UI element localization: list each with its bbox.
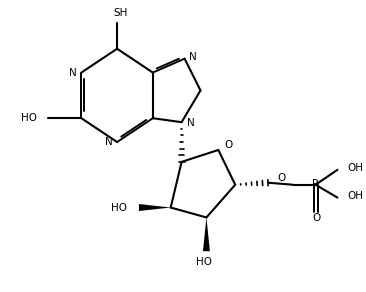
Text: O: O [277,173,285,183]
Text: P: P [313,179,319,189]
Text: N: N [187,118,194,128]
Text: O: O [224,140,232,150]
Text: O: O [313,213,321,223]
Text: HO: HO [21,113,37,123]
Text: N: N [68,67,76,78]
Text: HO: HO [197,257,212,267]
Text: OH: OH [347,191,363,201]
Text: HO: HO [111,203,127,213]
Polygon shape [139,204,171,211]
Text: OH: OH [347,163,363,173]
Text: SH: SH [113,8,127,18]
Text: N: N [105,137,113,147]
Polygon shape [203,218,210,251]
Text: N: N [188,52,197,62]
